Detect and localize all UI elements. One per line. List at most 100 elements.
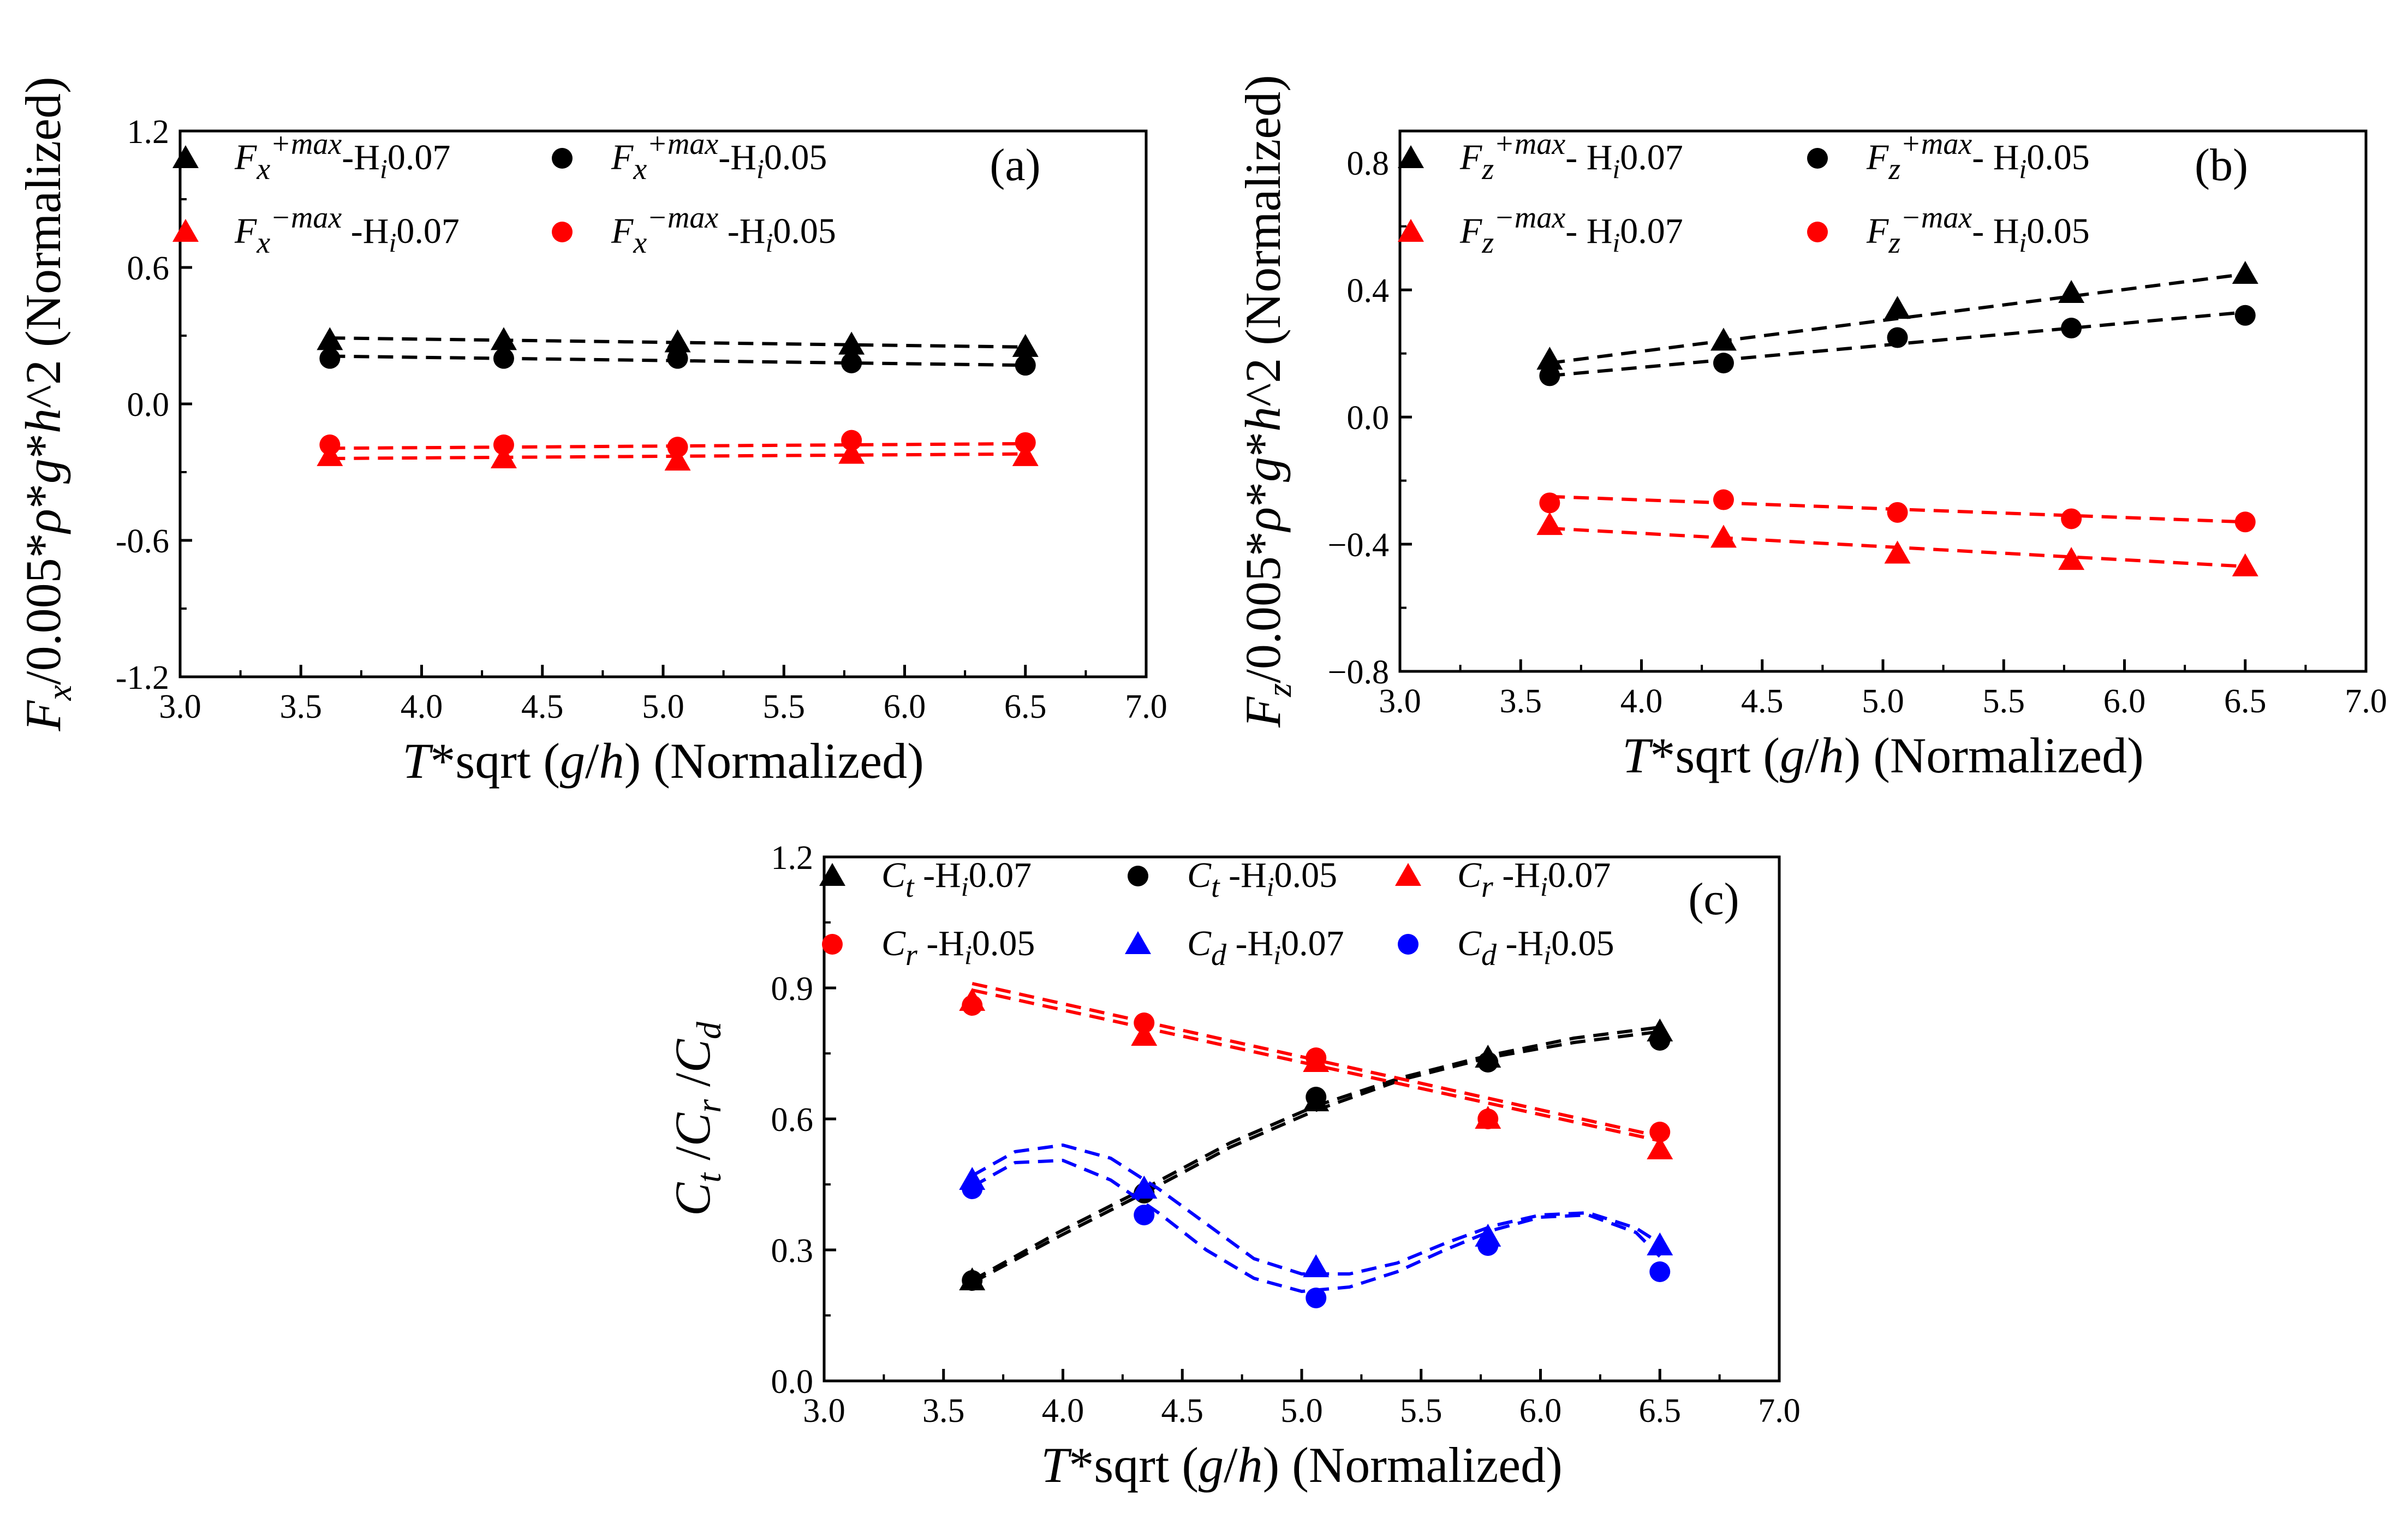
legend-label: Cr -Hi0.07 bbox=[1457, 855, 1611, 904]
chart-panel-c: 3.0 3.5 4.0 4.5 5.0 5.5 6.0 6.5 7.0 0.0 0.3 0.6 0.9 1… bbox=[665, 839, 1801, 1493]
data-point bbox=[1884, 540, 1911, 564]
x-tick-label: 7.0 bbox=[1125, 688, 1167, 725]
y-tick-label: 0.4 bbox=[1347, 272, 1390, 309]
x-tick-label: 5.0 bbox=[1280, 1392, 1323, 1429]
legend-marker bbox=[822, 934, 843, 955]
data-point bbox=[1887, 502, 1908, 523]
legend-entry-3: Fx−max -Hi0.05 bbox=[552, 201, 836, 260]
series-0 bbox=[1536, 261, 2258, 370]
data-point bbox=[667, 437, 688, 458]
data-point bbox=[1647, 1136, 1673, 1159]
data-point bbox=[841, 430, 862, 451]
data-point bbox=[1477, 1052, 1499, 1073]
data-point bbox=[1649, 1261, 1671, 1282]
legend-marker bbox=[552, 222, 573, 242]
data-point bbox=[1306, 1047, 1327, 1068]
legend-label: Ct -Hi0.05 bbox=[1187, 855, 1337, 904]
data-point bbox=[664, 448, 691, 471]
data-point bbox=[1887, 327, 1908, 348]
x-tick-label: 6.0 bbox=[2103, 683, 2146, 720]
x-axis-title: T*sqrt (g/h) (Normalized) bbox=[1622, 728, 2144, 783]
legend-label: Ct -Hi0.07 bbox=[881, 855, 1032, 904]
data-point bbox=[1131, 1176, 1158, 1199]
legend-label: Fx−max -Hi0.05 bbox=[611, 201, 836, 260]
x-tick-label: 7.0 bbox=[1758, 1392, 1801, 1429]
legend-marker bbox=[1128, 866, 1148, 886]
series-3 bbox=[962, 982, 1671, 1142]
data-point bbox=[1134, 1012, 1155, 1033]
data-point bbox=[838, 440, 865, 464]
panel-label: (c) bbox=[1688, 874, 1739, 925]
x-tick-label: 4.5 bbox=[521, 688, 564, 725]
data-point bbox=[2234, 305, 2256, 326]
data-point bbox=[667, 348, 688, 369]
fit-line bbox=[971, 1030, 1660, 1284]
legend-entry-0: Fz+max- Hi0.07 bbox=[1398, 127, 1683, 186]
data-point bbox=[962, 995, 983, 1016]
legend-marker bbox=[1807, 148, 1828, 169]
x-tick-label: 6.5 bbox=[1639, 1392, 1682, 1429]
y-tick-label: −0.4 bbox=[1328, 527, 1389, 564]
x-tick-label: 6.5 bbox=[1004, 688, 1047, 725]
x-tick-label: 3.0 bbox=[803, 1392, 845, 1429]
data-point bbox=[1015, 432, 1036, 453]
data-point bbox=[1306, 1087, 1327, 1107]
data-point bbox=[1710, 327, 1737, 351]
x-tick-label: 6.0 bbox=[1519, 1392, 1562, 1429]
legend-label: Fz+max- Hi0.07 bbox=[1459, 127, 1683, 186]
data-point bbox=[838, 331, 865, 355]
legend-entry-1: Fx+max-Hi0.05 bbox=[552, 127, 827, 186]
y-tick-label: 0.9 bbox=[771, 970, 814, 1008]
y-tick-label: 0.0 bbox=[771, 1363, 814, 1401]
data-point bbox=[2061, 508, 2082, 529]
series-0 bbox=[317, 327, 1039, 357]
x-tick-label: 5.5 bbox=[1983, 683, 2025, 720]
data-point bbox=[1131, 1023, 1158, 1046]
series-5 bbox=[962, 1159, 1671, 1308]
y-axis-title: Ct /Cr /Cd bbox=[665, 1021, 728, 1216]
legend-entry-2: Fx−max -Hi0.07 bbox=[172, 201, 460, 260]
x-tick-label: 5.0 bbox=[642, 688, 684, 725]
legend-entry-0: Ct -Hi0.07 bbox=[819, 855, 1032, 904]
legend-label: Fx+max-Hi0.07 bbox=[234, 127, 450, 186]
legend-marker bbox=[1398, 934, 1418, 955]
data-point bbox=[2058, 547, 2085, 570]
x-axis-title: T*sqrt (g/h) (Normalized) bbox=[1041, 1437, 1563, 1493]
series-3 bbox=[319, 430, 1036, 458]
x-tick-label: 4.0 bbox=[401, 688, 443, 725]
legend-label: Fx+max-Hi0.05 bbox=[611, 127, 827, 186]
data-point bbox=[1649, 1030, 1671, 1051]
legend-entry-0: Fx+max-Hi0.07 bbox=[172, 127, 450, 186]
series-2 bbox=[959, 988, 1673, 1159]
data-point bbox=[490, 445, 517, 468]
x-tick-label: 6.5 bbox=[2224, 683, 2267, 720]
y-tick-label: 1.2 bbox=[127, 114, 170, 151]
y-tick-label: 0.3 bbox=[771, 1232, 814, 1270]
data-point bbox=[1306, 1288, 1327, 1308]
series-1 bbox=[1539, 305, 2256, 386]
data-point bbox=[319, 348, 341, 369]
fit-line bbox=[971, 1159, 1661, 1293]
legend-marker bbox=[1125, 931, 1151, 954]
legend-marker bbox=[172, 145, 199, 168]
data-point bbox=[1015, 355, 1036, 376]
y-tick-label: -1.2 bbox=[116, 659, 169, 696]
panel-label: (a) bbox=[990, 140, 1040, 190]
legend-entry-2: Cr -Hi0.07 bbox=[1395, 855, 1611, 904]
x-tick-label: 6.0 bbox=[884, 688, 926, 725]
legend-marker bbox=[1395, 863, 1421, 886]
legend-marker bbox=[172, 219, 199, 242]
legend-marker bbox=[819, 863, 845, 886]
y-tick-label: 0.0 bbox=[127, 386, 170, 424]
data-point bbox=[1012, 333, 1039, 357]
legend-label: Cd -Hi0.07 bbox=[1187, 924, 1344, 972]
legend-marker bbox=[552, 148, 573, 169]
x-tick-label: 3.0 bbox=[159, 688, 201, 725]
data-point bbox=[1710, 525, 1737, 548]
y-tick-label: 0.6 bbox=[771, 1101, 814, 1139]
x-tick-label: 4.5 bbox=[1741, 683, 1784, 720]
x-tick-label: 7.0 bbox=[2345, 683, 2387, 720]
legend-label: Cd -Hi0.05 bbox=[1457, 924, 1614, 972]
legend-label: Cr -Hi0.05 bbox=[881, 924, 1035, 972]
